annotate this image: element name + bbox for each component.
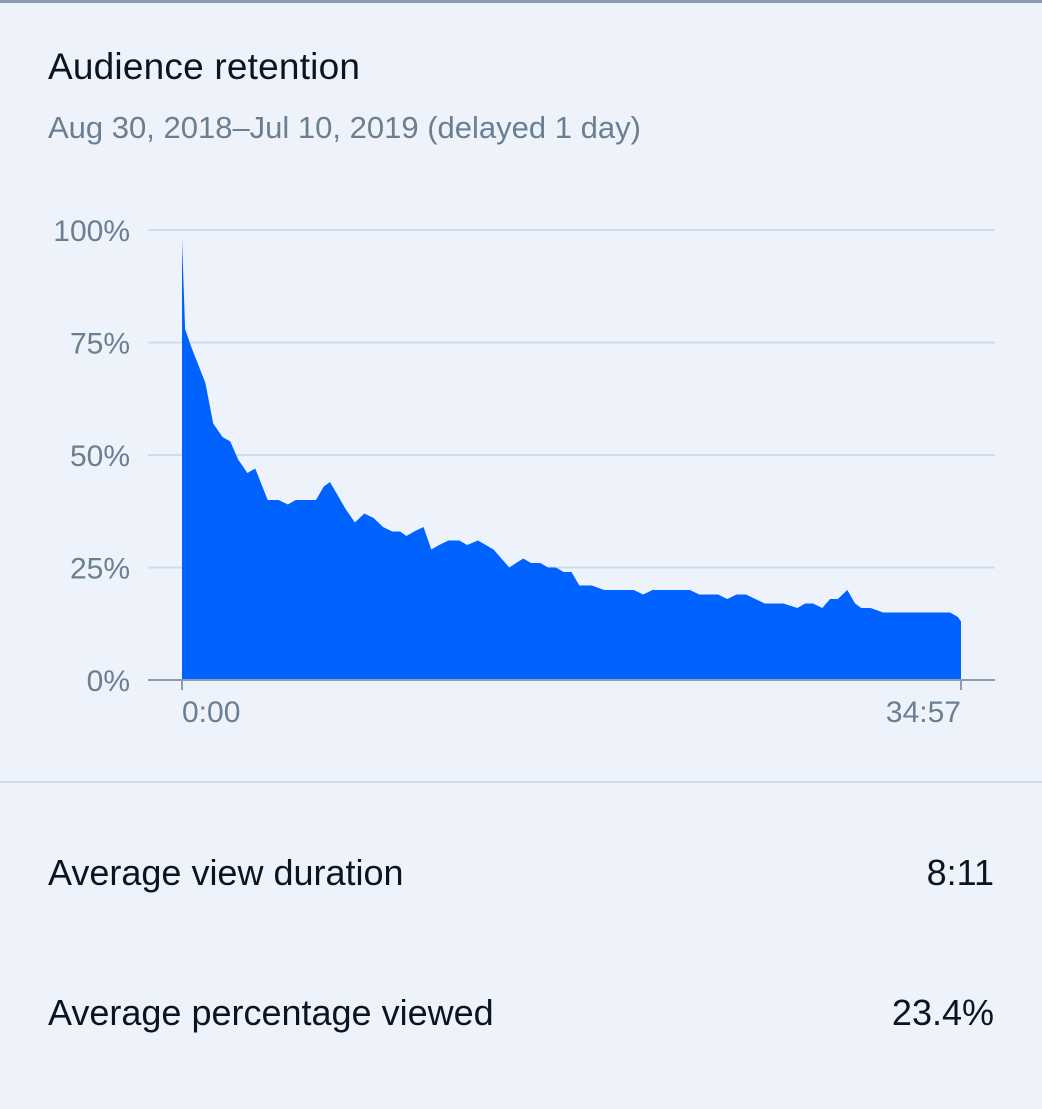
y-axis-ticks: 100% 75% 50% 25% 0% [53,215,130,698]
y-tick-label: 75% [70,328,130,361]
metric-row-avg-percentage-viewed: Average percentage viewed 23.4% [48,992,994,1034]
avg-percentage-viewed-label: Average percentage viewed [48,992,494,1033]
avg-view-duration-label: Average view duration [48,852,404,893]
x-axis-ticks: 0:00 34:57 [182,696,961,729]
date-range-subtitle: Aug 30, 2018–Jul 10, 2019 (delayed 1 day… [48,110,641,145]
x-axis [148,679,995,690]
y-tick-label: 0% [87,665,130,698]
y-tick-label: 50% [70,440,130,473]
y-tick-label: 100% [53,215,130,248]
x-tick-label: 34:57 [886,696,961,729]
card-title: Audience retention [48,46,361,87]
top-border [0,0,1042,3]
metric-row-avg-view-duration: Average view duration 8:11 [48,852,994,894]
x-tick-label: 0:00 [182,696,240,729]
y-tick-label: 25% [70,553,130,586]
retention-area [182,239,961,680]
audience-retention-chart[interactable]: 100% 75% 50% 25% 0% 0:00 34:57 [0,180,1042,740]
avg-percentage-viewed-value: 23.4% [891,992,994,1033]
avg-view-duration-value: 8:11 [926,852,994,893]
section-divider [0,781,1042,783]
